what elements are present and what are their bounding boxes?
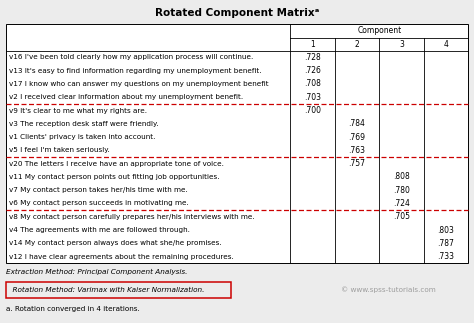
- Text: 1: 1: [310, 40, 315, 49]
- Text: a. Rotation converged in 4 iterations.: a. Rotation converged in 4 iterations.: [6, 306, 139, 312]
- Text: v20 The letters I receive have an appropriate tone of voice.: v20 The letters I receive have an approp…: [9, 161, 223, 167]
- Text: .769: .769: [348, 133, 365, 141]
- Text: .784: .784: [348, 119, 365, 128]
- Text: .780: .780: [393, 186, 410, 195]
- Text: v8 My contact person carefully prepares her/his interviews with me.: v8 My contact person carefully prepares …: [9, 214, 254, 220]
- Text: .757: .757: [348, 159, 365, 168]
- Text: Rotated Component Matrixᵃ: Rotated Component Matrixᵃ: [155, 8, 319, 18]
- Text: v17 I know who can answer my questions on my unemployment benefit: v17 I know who can answer my questions o…: [9, 81, 268, 87]
- Text: v3 The reception desk staff were friendly.: v3 The reception desk staff were friendl…: [9, 121, 158, 127]
- Text: v11 My contact person points out fitting job opportunities.: v11 My contact person points out fitting…: [9, 174, 219, 180]
- Text: .733: .733: [438, 252, 455, 261]
- Text: v16 I've been told clearly how my application process will continue.: v16 I've been told clearly how my applic…: [9, 54, 253, 60]
- Text: v13 It's easy to find information regarding my unemployment benefit.: v13 It's easy to find information regard…: [9, 68, 261, 74]
- Text: Component: Component: [357, 26, 401, 35]
- Text: .803: .803: [438, 225, 455, 234]
- Text: v2 I received clear information about my unemployment benefit.: v2 I received clear information about my…: [9, 94, 243, 100]
- Text: v6 My contact person succeeds in motivating me.: v6 My contact person succeeds in motivat…: [9, 201, 188, 206]
- Text: v4 The agreements with me are followed through.: v4 The agreements with me are followed t…: [9, 227, 190, 233]
- Text: v1 Clients' privacy is taken into account.: v1 Clients' privacy is taken into accoun…: [9, 134, 155, 140]
- Text: .726: .726: [304, 66, 321, 75]
- Text: © www.spss-tutorials.com: © www.spss-tutorials.com: [341, 287, 436, 293]
- Text: .787: .787: [438, 239, 455, 248]
- Text: .708: .708: [304, 79, 321, 89]
- Text: 4: 4: [444, 40, 448, 49]
- Text: Rotation Method: Varimax with Kaiser Normalization.: Rotation Method: Varimax with Kaiser Nor…: [8, 287, 204, 293]
- Text: .705: .705: [393, 212, 410, 221]
- Text: 2: 2: [355, 40, 359, 49]
- Text: .763: .763: [348, 146, 365, 155]
- Text: .703: .703: [304, 93, 321, 102]
- Text: v5 I feel I'm taken seriously.: v5 I feel I'm taken seriously.: [9, 147, 109, 153]
- Text: v7 My contact person takes her/his time with me.: v7 My contact person takes her/his time …: [9, 187, 187, 193]
- Text: .700: .700: [304, 106, 321, 115]
- Bar: [6, 282, 231, 298]
- Text: v12 I have clear agreements about the remaining procedures.: v12 I have clear agreements about the re…: [9, 254, 233, 260]
- Text: v14 My contact person always does what she/he promises.: v14 My contact person always does what s…: [9, 240, 221, 246]
- Text: 3: 3: [399, 40, 404, 49]
- Bar: [6, 24, 468, 263]
- Text: .728: .728: [304, 53, 321, 62]
- Text: Extraction Method: Principal Component Analysis.: Extraction Method: Principal Component A…: [6, 269, 187, 275]
- Text: .724: .724: [393, 199, 410, 208]
- Text: .808: .808: [393, 172, 410, 182]
- Text: v9 It's clear to me what my rights are.: v9 It's clear to me what my rights are.: [9, 108, 146, 114]
